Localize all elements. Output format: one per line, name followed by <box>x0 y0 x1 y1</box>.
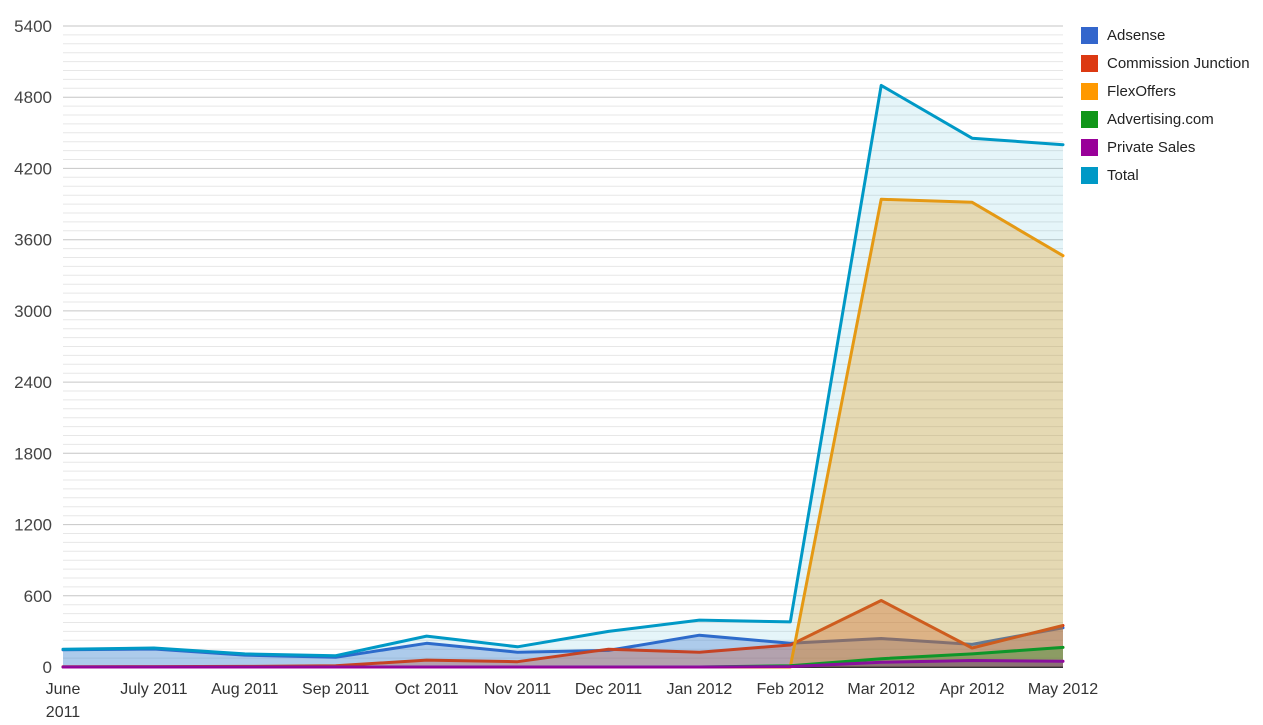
legend-label: Advertising.com <box>1107 110 1214 128</box>
legend-swatch-advertising-com <box>1081 110 1098 128</box>
chart-legend: Adsense Commission Junction FlexOffers Adve… <box>1081 21 1250 189</box>
series-area-flexoffers <box>63 199 1063 668</box>
y-tick-label: 0 <box>43 658 52 677</box>
legend-swatch-adsense <box>1081 26 1098 44</box>
legend-label: FlexOffers <box>1107 82 1176 100</box>
x-tick-label: Aug 2011 <box>211 681 278 698</box>
legend-item-private-sales: Private Sales <box>1081 133 1250 161</box>
x-tick-label: Sep 2011 <box>302 681 369 698</box>
y-axis-labels: 0 600 1200 1800 2400 3000 3600 4200 4800 5400 <box>14 17 52 677</box>
legend-swatch-total <box>1081 166 1098 184</box>
y-tick-label: 1800 <box>14 444 52 463</box>
legend-item-total: Total <box>1081 161 1250 189</box>
x-tick-label: Mar 2012 <box>847 681 915 698</box>
y-tick-label: 2400 <box>14 373 52 392</box>
legend-label: Total <box>1107 166 1139 184</box>
y-minor-gridlines <box>63 34 1063 659</box>
legend-item-advertising-com: Advertising.com <box>1081 105 1250 133</box>
series-total <box>61 83 1065 667</box>
x-tick-label: Jan 2012 <box>666 681 732 698</box>
series-area-advertising-com <box>63 647 1063 667</box>
series-area-total <box>63 85 1063 667</box>
legend-swatch-private-sales <box>1081 138 1098 156</box>
legend-label: Commission Junction <box>1107 54 1250 72</box>
x-tick-label: Feb 2012 <box>756 681 824 698</box>
x-tick-label: June 2011 <box>46 681 81 721</box>
x-axis-labels: June 2011 July 2011 Aug 2011 Sep 2011 Oct 201… <box>46 681 1099 721</box>
y-tick-label: 4200 <box>14 159 52 178</box>
x-tick-label: Apr 2012 <box>940 681 1005 698</box>
series-line-total <box>61 83 1065 658</box>
legend-label: Private Sales <box>1107 138 1196 156</box>
x-tick-label: May 2012 <box>1028 681 1098 698</box>
legend-item-flexoffers: FlexOffers <box>1081 77 1250 105</box>
legend-swatch-flexoffers <box>1081 82 1098 100</box>
series-area-commission-junction <box>63 600 1063 667</box>
x-tick-label: Nov 2011 <box>484 681 551 698</box>
y-tick-label: 3600 <box>14 231 52 250</box>
legend-item-commission-junction: Commission Junction <box>1081 49 1250 77</box>
series-private-sales <box>61 659 1065 669</box>
y-tick-label: 4800 <box>14 88 52 107</box>
y-tick-label: 600 <box>24 587 52 606</box>
legend-swatch-commission-junction <box>1081 54 1098 72</box>
y-tick-label: 3000 <box>14 302 52 321</box>
legend-label: Adsense <box>1107 26 1166 44</box>
series-line-private-sales <box>61 659 1065 669</box>
legend-item-adsense: Adsense <box>1081 21 1250 49</box>
x-tick-label: July 2011 <box>120 681 187 698</box>
x-tick-label: Oct 2011 <box>395 681 459 698</box>
x-tick-label: Dec 2011 <box>575 681 642 698</box>
y-tick-label: 5400 <box>14 17 52 36</box>
y-tick-label: 1200 <box>14 516 52 535</box>
y-major-gridlines <box>63 25 1063 597</box>
